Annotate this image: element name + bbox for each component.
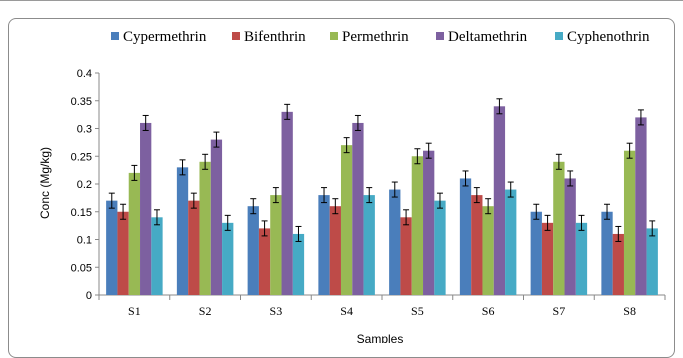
bar <box>329 206 341 295</box>
bar <box>106 200 118 295</box>
x-tick-label: S6 <box>482 304 495 318</box>
y-tick-label: 0.25 <box>71 151 92 163</box>
bar <box>482 206 494 295</box>
bar <box>505 189 517 295</box>
bar <box>575 222 588 295</box>
bar <box>151 217 163 295</box>
bar <box>128 172 141 295</box>
bar <box>176 167 189 295</box>
bars <box>106 98 658 296</box>
legend-swatch <box>232 32 240 40</box>
bar <box>270 195 282 295</box>
bar <box>434 200 446 295</box>
legend-swatch <box>330 32 338 40</box>
bar <box>292 233 305 295</box>
bar <box>411 156 424 295</box>
bar <box>318 195 330 295</box>
bar <box>646 228 658 295</box>
legend-label: Cyphenothrin <box>567 29 650 45</box>
bar <box>553 161 565 295</box>
y-tick-label: 0.15 <box>71 207 92 219</box>
bar <box>601 211 613 295</box>
bar <box>199 161 211 295</box>
y-tick-label: 0.1 <box>77 235 92 247</box>
bar <box>340 145 353 295</box>
x-axis-title: Samples <box>357 332 404 343</box>
axes: 0 0.05 0.1 0.15 0.2 0.25 0.3 0.35 0.4 S1 S2 S3 S4 S5 S… <box>71 68 666 318</box>
legend-label: Bifenthrin <box>244 29 306 45</box>
bar <box>247 206 259 295</box>
bar <box>564 178 576 295</box>
y-tick-label: 0.3 <box>77 124 92 136</box>
bar <box>635 117 647 296</box>
bar <box>459 178 472 295</box>
y-tick-label: 0 <box>86 290 92 302</box>
x-tick-label: S8 <box>623 304 636 318</box>
bar <box>471 195 483 295</box>
bar <box>623 150 636 295</box>
legend-label: Cypermethrin <box>123 29 207 45</box>
y-tick-label: 0.4 <box>77 68 92 80</box>
bar <box>210 139 223 295</box>
bar <box>258 228 271 295</box>
legend-swatch <box>436 32 444 40</box>
x-tick-label: S2 <box>199 304 212 318</box>
legend: Cypermethrin Bifenthrin Permethrin Deltamet… <box>111 29 650 45</box>
bar <box>222 222 234 295</box>
x-tick-label: S3 <box>270 304 283 318</box>
legend-label: Permethrin <box>342 29 409 45</box>
x-tick-label: S7 <box>553 304 566 318</box>
bar <box>530 211 542 295</box>
bar <box>281 111 293 295</box>
bar <box>140 122 152 295</box>
y-tick-label: 0.05 <box>71 262 92 274</box>
bar <box>352 122 364 295</box>
bar <box>612 233 624 295</box>
bar <box>541 222 554 295</box>
y-tick-label: 0.35 <box>71 96 92 108</box>
y-axis-title: Conc (Mg/kg) <box>38 147 52 219</box>
legend-label: Deltamethrin <box>448 29 528 45</box>
bar <box>363 195 375 295</box>
legend-swatch <box>111 32 119 40</box>
bar <box>400 217 412 295</box>
bar <box>389 189 401 295</box>
bar <box>423 150 435 295</box>
y-tick-label: 0.2 <box>77 179 92 191</box>
bar-chart: Cypermethrin Bifenthrin Permethrin Deltamet… <box>38 29 666 343</box>
bar <box>188 200 200 295</box>
bar <box>117 211 129 295</box>
top-rule <box>0 0 683 1</box>
x-tick-label: S5 <box>411 304 424 318</box>
legend-swatch <box>555 32 563 40</box>
x-tick-label: S1 <box>128 304 141 318</box>
x-tick-label: S4 <box>340 304 353 318</box>
bar <box>493 106 506 295</box>
